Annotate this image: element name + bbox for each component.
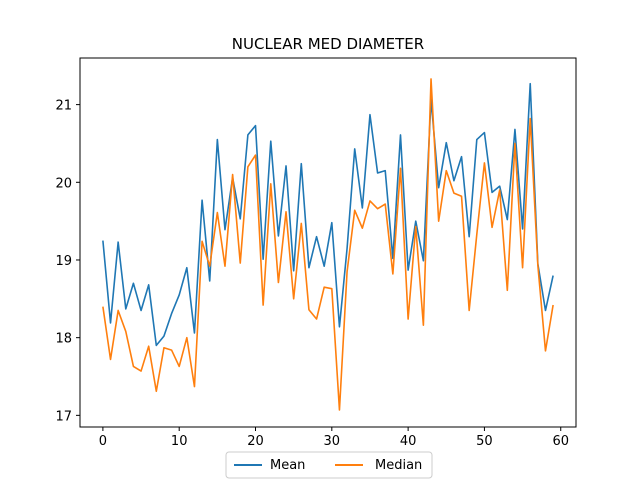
x-axis: 0 10 20 30 40 50 60 — [99, 427, 569, 449]
x-tick-label: 0 — [99, 434, 107, 449]
legend-label-mean: Mean — [270, 458, 305, 473]
y-tick-label: 18 — [55, 332, 72, 347]
chart-title: NUCLEAR MED DIAMETER — [232, 35, 424, 53]
legend: Mean Median — [225, 451, 433, 479]
x-tick-label: 30 — [324, 434, 341, 449]
x-tick-label: 10 — [171, 434, 188, 449]
x-tick-label: 60 — [552, 434, 569, 449]
series-lines — [102, 78, 554, 411]
y-tick-label: 17 — [55, 409, 72, 424]
y-tick-label: 19 — [55, 254, 72, 269]
legend-box — [225, 451, 433, 479]
y-tick-label: 20 — [55, 176, 72, 191]
series-line-mean — [102, 82, 554, 347]
x-tick-label: 40 — [400, 434, 417, 449]
series-line-median — [102, 78, 554, 411]
y-axis: 17 18 19 20 21 — [55, 99, 80, 424]
x-tick-label: 50 — [476, 434, 493, 449]
legend-label-median: Median — [375, 458, 422, 473]
x-tick-label: 20 — [247, 434, 264, 449]
plot-frame — [79, 57, 577, 428]
y-tick-label: 21 — [55, 99, 72, 114]
